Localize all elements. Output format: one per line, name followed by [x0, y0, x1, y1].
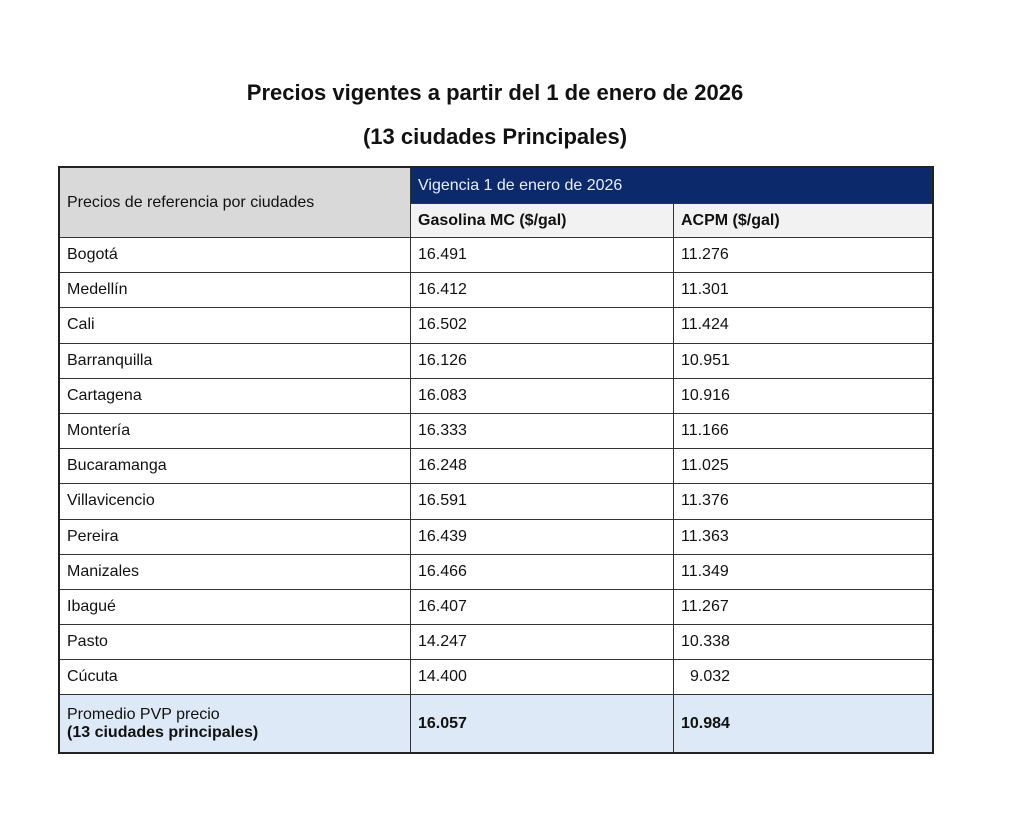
- city-cell: Cartagena: [58, 377, 411, 414]
- acpm-cell: 11.363: [673, 518, 934, 555]
- gasolina-cell: 16.333: [410, 412, 674, 450]
- acpm-cell: 11.267: [673, 588, 934, 626]
- city-cell: Villavicencio: [58, 483, 411, 520]
- table-row: Cartagena 16.083 10.916: [58, 377, 934, 414]
- page-title: Precios vigentes a partir del 1 de enero…: [246, 80, 744, 105]
- city-cell: Bogotá: [58, 236, 411, 274]
- city-cell: Cali: [58, 307, 411, 344]
- city-cell: Medellín: [58, 272, 411, 309]
- average-row: Promedio PVP precio (13 ciudades principa…: [58, 694, 934, 754]
- table-row: Villavicencio 16.591 11.376: [58, 483, 934, 520]
- average-label-line1: Promedio PVP precio: [67, 705, 220, 723]
- vigencia-header: Vigencia 1 de enero de 2026: [410, 166, 934, 204]
- column-header-gasolina: Gasolina MC ($/gal): [410, 203, 674, 238]
- average-acpm: 10.984: [673, 694, 934, 754]
- acpm-cell: 11.376: [673, 483, 934, 520]
- acpm-cell: 11.301: [673, 272, 934, 309]
- gasolina-cell: 16.466: [410, 553, 674, 590]
- gasolina-cell: 16.248: [410, 448, 674, 485]
- acpm-cell: 11.424: [673, 307, 934, 344]
- acpm-cell: 9.032: [673, 659, 934, 696]
- table-row: Medellín 16.412 11.301: [58, 272, 934, 309]
- table-row: Cali 16.502 11.424: [58, 307, 934, 344]
- city-cell: Montería: [58, 412, 411, 450]
- table-row: Manizales 16.466 11.349: [58, 553, 934, 590]
- acpm-cell: 11.025: [673, 448, 934, 485]
- acpm-cell: 10.338: [673, 624, 934, 661]
- average-label: Promedio PVP precio (13 ciudades principa…: [58, 694, 411, 754]
- city-cell: Manizales: [58, 553, 411, 590]
- gasolina-cell: 14.247: [410, 624, 674, 661]
- city-cell: Barranquilla: [58, 342, 411, 379]
- city-cell: Pasto: [58, 624, 411, 661]
- average-gasolina: 16.057: [410, 694, 674, 754]
- gasolina-cell: 14.400: [410, 659, 674, 696]
- table-row: Bogotá 16.491 11.276: [58, 236, 934, 274]
- average-label-line2: (13 ciudades principales): [67, 723, 259, 741]
- gasolina-cell: 16.407: [410, 588, 674, 626]
- city-cell: Ibagué: [58, 588, 411, 626]
- city-cell: Pereira: [58, 518, 411, 555]
- gasolina-cell: 16.502: [410, 307, 674, 344]
- header-row: Precios de referencia por ciudades Vigen…: [58, 166, 934, 238]
- column-header-row: Gasolina MC ($/gal) ACPM ($/gal): [59, 203, 934, 238]
- acpm-cell: 10.916: [673, 377, 934, 414]
- table-row: Barranquilla 16.126 10.951: [58, 342, 934, 379]
- city-cell: Bucaramanga: [58, 448, 411, 485]
- table-row: Ibagué 16.407 11.267: [58, 588, 934, 626]
- gasolina-cell: 16.126: [410, 342, 674, 379]
- table-row: Cúcuta 14.400 9.032: [58, 659, 934, 696]
- gasolina-cell: 16.083: [410, 377, 674, 414]
- column-header-acpm: ACPM ($/gal): [673, 203, 934, 238]
- page-subtitle: (13 ciudades Principales): [362, 124, 628, 149]
- acpm-cell: 11.349: [673, 553, 934, 590]
- acpm-cell: 11.166: [673, 412, 934, 450]
- acpm-cell: 11.276: [673, 236, 934, 274]
- city-cell: Cúcuta: [58, 659, 411, 696]
- ref-header: Precios de referencia por ciudades: [58, 166, 411, 238]
- table-row: Montería 16.333 11.166: [58, 412, 934, 450]
- gasolina-cell: 16.439: [410, 518, 674, 555]
- table-row: Pasto 14.247 10.338: [58, 624, 934, 661]
- acpm-cell: 10.951: [673, 342, 934, 379]
- gasolina-cell: 16.491: [410, 236, 674, 274]
- table-row: Pereira 16.439 11.363: [58, 518, 934, 555]
- price-table: Precios de referencia por ciudades Vigen…: [58, 166, 934, 755]
- gasolina-cell: 16.591: [410, 483, 674, 520]
- table-row: Bucaramanga 16.248 11.025: [58, 448, 934, 485]
- gasolina-cell: 16.412: [410, 272, 674, 309]
